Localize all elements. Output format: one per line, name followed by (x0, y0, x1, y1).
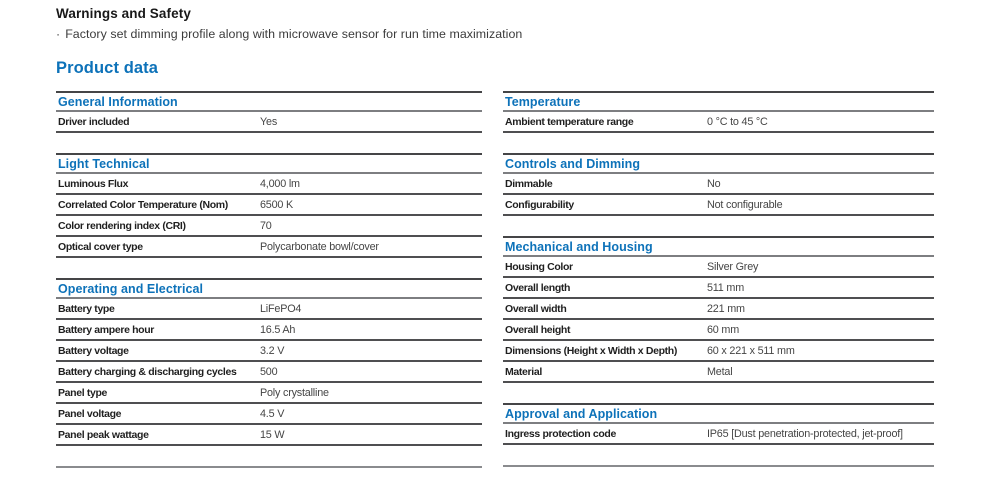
section-title: Approval and Application (503, 405, 934, 424)
product-datasheet-page: Warnings and Safety · Factory set dimming… (56, 6, 986, 468)
spec-row: Panel type Poly crystalline (56, 383, 482, 404)
spec-value: Poly crystalline (260, 386, 329, 399)
spec-value: Polycarbonate bowl/cover (260, 240, 379, 253)
section-rows: Battery type LiFePO4 Battery ampere hour… (56, 299, 482, 446)
spec-label: Panel voltage (58, 407, 122, 420)
spec-value: 16.5 Ah (260, 323, 296, 336)
next-section-divider (503, 465, 934, 467)
spec-row: Housing Color Silver Grey (503, 257, 934, 278)
spec-label: Panel type (58, 386, 108, 399)
spec-value: 4.5 V (260, 407, 285, 420)
spec-row: Dimmable No (503, 174, 934, 195)
spec-row: Dimensions (Height x Width x Depth) 60 x… (503, 341, 934, 362)
spec-row: Overall height 60 mm (503, 320, 934, 341)
spec-value: 221 mm (707, 302, 745, 315)
spec-row: Luminous Flux 4,000 lm (56, 174, 482, 195)
section-title: Operating and Electrical (56, 280, 482, 299)
spec-label: Dimensions (Height x Width x Depth) (505, 344, 677, 357)
spec-section: General Information Driver included Yes (56, 91, 482, 133)
spec-row: Battery type LiFePO4 (56, 299, 482, 320)
spec-section: Temperature Ambient temperature range 0 … (503, 91, 934, 133)
spec-label: Configurability (505, 198, 574, 211)
spec-row: Battery ampere hour 16.5 Ah (56, 320, 482, 341)
spec-row: Correlated Color Temperature (Nom) 6500 … (56, 195, 482, 216)
spec-column-right: Temperature Ambient temperature range 0 … (503, 91, 934, 468)
spec-label: Material (505, 365, 542, 378)
spec-section: Approval and Application Ingress protect… (503, 403, 934, 445)
section-title: Light Technical (56, 155, 482, 174)
spec-row: Overall length 511 mm (503, 278, 934, 299)
spec-label: Battery charging & discharging cycles (58, 365, 237, 378)
spec-value: 0 °C to 45 °C (707, 115, 768, 128)
spec-value: Yes (260, 115, 278, 128)
spec-label: Housing Color (505, 260, 573, 273)
spec-label: Overall length (505, 281, 571, 294)
spec-value: No (707, 177, 721, 190)
spec-label: Color rendering index (CRI) (58, 219, 186, 232)
spec-value: Metal (707, 365, 733, 378)
section-title: General Information (56, 93, 482, 112)
spec-label: Battery voltage (58, 344, 129, 357)
spec-row: Battery charging & discharging cycles 50… (56, 362, 482, 383)
spec-section: Mechanical and Housing Housing Color Sil… (503, 236, 934, 383)
spec-row: Ambient temperature range 0 °C to 45 °C (503, 112, 934, 133)
section-rows: Dimmable No Configurability Not configur… (503, 174, 934, 216)
spec-row: Driver included Yes (56, 112, 482, 133)
spec-column-left: General Information Driver included Yes … (56, 91, 482, 468)
spec-row: Optical cover type Polycarbonate bowl/co… (56, 237, 482, 258)
section-title: Controls and Dimming (503, 155, 934, 174)
spec-section: Light Technical Luminous Flux 4,000 lm C… (56, 153, 482, 258)
spec-row: Configurability Not configurable (503, 195, 934, 216)
spec-label: Dimmable (505, 177, 553, 190)
spec-label: Battery ampere hour (58, 323, 155, 336)
warnings-bullet-item: · Factory set dimming profile along with … (56, 27, 986, 41)
spec-label: Panel peak wattage (58, 428, 149, 441)
spec-label: Ambient temperature range (505, 115, 634, 128)
spec-value: 6500 K (260, 198, 294, 211)
spec-value: 60 x 221 x 511 mm (707, 344, 795, 357)
spec-label: Luminous Flux (58, 177, 129, 190)
spec-value: Silver Grey (707, 260, 759, 273)
product-data-heading: Product data (56, 59, 159, 77)
spec-section: Operating and Electrical Battery type Li… (56, 278, 482, 446)
spec-columns: General Information Driver included Yes … (56, 91, 986, 468)
spec-label: Correlated Color Temperature (Nom) (58, 198, 228, 211)
spec-label: Optical cover type (58, 240, 143, 253)
spec-value: Not configurable (707, 198, 783, 211)
section-rows: Ambient temperature range 0 °C to 45 °C (503, 112, 934, 133)
spec-value: LiFePO4 (260, 302, 302, 315)
warnings-and-safety-title: Warnings and Safety (56, 6, 191, 21)
spec-value: 500 (260, 365, 278, 378)
spec-row: Panel peak wattage 15 W (56, 425, 482, 446)
spec-label: Ingress protection code (505, 427, 616, 440)
spec-row: Ingress protection code IP65 [Dust penet… (503, 424, 934, 445)
bullet-icon: · (56, 27, 61, 41)
section-title: Temperature (503, 93, 934, 112)
spec-value: 511 mm (707, 281, 745, 294)
section-rows: Driver included Yes (56, 112, 482, 133)
spec-value: 4,000 lm (260, 177, 300, 190)
section-rows: Luminous Flux 4,000 lm Correlated Color … (56, 174, 482, 258)
section-rows: Housing Color Silver Grey Overall length… (503, 257, 934, 383)
spec-row: Battery voltage 3.2 V (56, 341, 482, 362)
spec-value: 70 (260, 219, 272, 232)
section-rows: Ingress protection code IP65 [Dust penet… (503, 424, 934, 445)
spec-label: Battery type (58, 302, 115, 315)
spec-label: Driver included (58, 115, 130, 128)
spec-row: Color rendering index (CRI) 70 (56, 216, 482, 237)
spec-section: Controls and Dimming Dimmable No Configu… (503, 153, 934, 216)
spec-value: 60 mm (707, 323, 739, 336)
next-section-divider (56, 466, 482, 468)
section-title: Mechanical and Housing (503, 238, 934, 257)
spec-row: Overall width 221 mm (503, 299, 934, 320)
spec-value: 3.2 V (260, 344, 285, 357)
warnings-bullet-text: Factory set dimming profile along with m… (65, 27, 523, 41)
spec-value: IP65 [Dust penetration-protected, jet-pr… (707, 427, 903, 440)
spec-value: 15 W (260, 428, 285, 441)
spec-row: Material Metal (503, 362, 934, 383)
spec-row: Panel voltage 4.5 V (56, 404, 482, 425)
spec-label: Overall width (505, 302, 567, 315)
spec-label: Overall height (505, 323, 571, 336)
